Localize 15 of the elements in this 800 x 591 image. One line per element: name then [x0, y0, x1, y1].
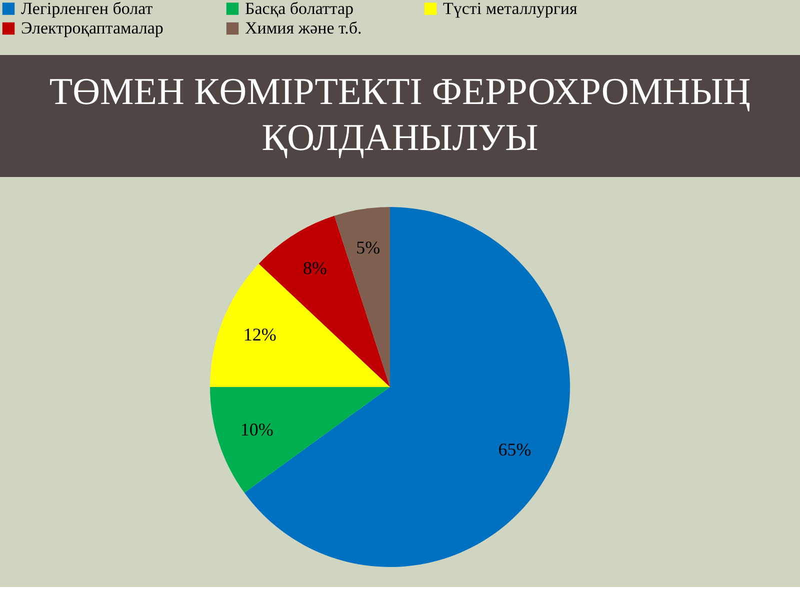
pie-slice: [210, 387, 390, 493]
pie-slice: [334, 207, 390, 387]
data-label: 5%: [356, 238, 380, 258]
text: ТӨМЕН КӨМІРТЕКТІ ФЕРРОХРОМНЫҢ ҚОЛДАНЫЛУЫ: [49, 71, 751, 159]
data-label: 12%: [243, 324, 276, 344]
data-label: 10%: [240, 419, 274, 440]
pie-slice: [210, 264, 390, 387]
data-label: 65%: [498, 440, 532, 460]
legend-label: Легірленген болат: [21, 0, 154, 18]
legend-label: Химия және т.б.: [245, 18, 362, 38]
legend-label: Түсті металлургия: [443, 0, 578, 18]
pie-slice: [244, 207, 570, 567]
legend-label: Басқа болаттар: [245, 0, 354, 18]
legend-label: Электроқаптамалар: [21, 18, 164, 38]
data-label: 8%: [302, 258, 327, 278]
